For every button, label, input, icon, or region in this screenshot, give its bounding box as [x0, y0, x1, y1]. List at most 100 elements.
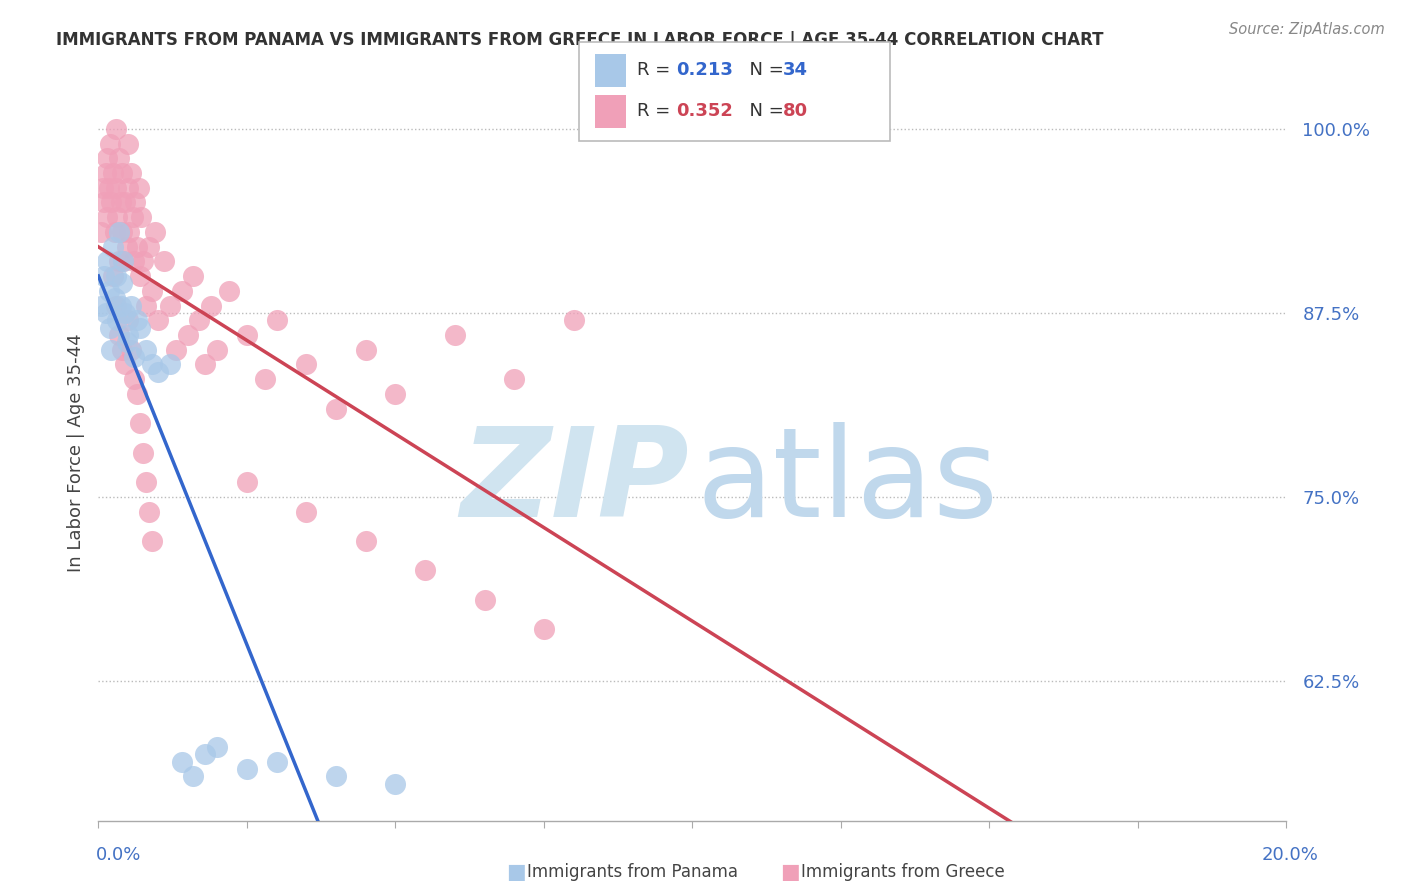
Point	[111, 277, 134, 291]
Point	[110, 298, 132, 313]
Point	[111, 166, 134, 180]
Point	[105, 298, 128, 313]
Point	[170, 755, 193, 769]
Text: Source: ZipAtlas.com: Source: ZipAtlas.com	[1229, 22, 1385, 37]
Text: IMMIGRANTS FROM PANAMA VS IMMIGRANTS FROM GREECE IN LABOR FORCE | AGE 35-44 CORR: IMMIGRANTS FROM PANAMA VS IMMIGRANTS FRO…	[56, 31, 1104, 49]
Point	[107, 211, 129, 225]
Point	[129, 269, 152, 284]
Point	[93, 269, 115, 284]
Text: 34: 34	[783, 62, 808, 79]
Point	[194, 747, 217, 762]
Text: 0.352: 0.352	[676, 103, 733, 120]
Point	[107, 313, 129, 327]
Text: 0.0%: 0.0%	[96, 846, 141, 863]
Point	[413, 564, 436, 578]
Point	[295, 358, 318, 372]
Point	[112, 254, 135, 268]
Point	[236, 762, 259, 776]
Point	[118, 225, 141, 239]
Point	[103, 269, 125, 284]
Point	[138, 239, 160, 253]
Point	[114, 195, 136, 210]
Point	[146, 313, 169, 327]
Point	[266, 313, 288, 327]
Point	[112, 254, 135, 268]
Point	[141, 358, 163, 372]
Point	[266, 755, 288, 769]
Point	[124, 195, 146, 210]
Point	[141, 284, 163, 298]
Text: ■: ■	[780, 863, 800, 882]
Point	[98, 136, 121, 151]
Point	[117, 136, 139, 151]
Point	[108, 327, 131, 342]
Point	[253, 372, 276, 386]
Point	[122, 372, 145, 386]
Text: atlas: atlas	[696, 422, 998, 542]
Point	[444, 327, 467, 342]
Text: ■: ■	[506, 863, 526, 882]
Point	[103, 239, 125, 253]
Point	[100, 195, 122, 210]
Point	[503, 372, 526, 386]
Point	[110, 195, 132, 210]
Point	[98, 320, 121, 334]
Point	[143, 225, 166, 239]
Point	[533, 622, 555, 636]
Point	[120, 298, 142, 313]
Point	[474, 592, 496, 607]
Point	[96, 211, 118, 225]
Point	[132, 446, 155, 460]
Point	[125, 239, 148, 253]
Point	[117, 313, 139, 327]
Point	[115, 335, 138, 350]
Text: 20.0%: 20.0%	[1263, 846, 1319, 863]
Point	[114, 306, 136, 320]
Point	[108, 254, 131, 268]
Point	[105, 122, 128, 136]
Point	[128, 181, 150, 195]
Point	[117, 327, 139, 342]
Point	[96, 254, 118, 268]
Point	[354, 533, 377, 548]
Text: N =: N =	[738, 62, 790, 79]
Point	[94, 306, 117, 320]
Point	[562, 313, 585, 327]
Point	[90, 298, 112, 313]
Text: Immigrants from Panama: Immigrants from Panama	[527, 863, 738, 881]
Point	[152, 254, 174, 268]
Point	[141, 533, 163, 548]
Point	[90, 225, 112, 239]
Point	[183, 269, 205, 284]
Point	[159, 358, 181, 372]
Point	[100, 343, 122, 357]
Point	[98, 181, 121, 195]
Point	[108, 151, 131, 165]
Point	[132, 254, 155, 268]
Point	[129, 416, 152, 430]
Point	[125, 313, 148, 327]
Point	[104, 291, 127, 305]
Point	[105, 269, 128, 284]
Point	[384, 777, 406, 791]
Point	[93, 195, 115, 210]
Point	[325, 769, 347, 784]
Point	[103, 166, 125, 180]
Point	[115, 239, 138, 253]
Point	[135, 475, 157, 489]
Point	[384, 387, 406, 401]
Point	[108, 225, 131, 239]
Point	[129, 211, 152, 225]
Point	[159, 298, 181, 313]
Point	[188, 313, 211, 327]
Point	[236, 327, 259, 342]
Text: R =: R =	[637, 62, 676, 79]
Point	[91, 181, 114, 195]
Point	[194, 358, 217, 372]
Point	[135, 343, 157, 357]
Point	[96, 151, 118, 165]
Y-axis label: In Labor Force | Age 35-44: In Labor Force | Age 35-44	[66, 334, 84, 572]
Point	[207, 739, 229, 754]
Text: N =: N =	[738, 103, 790, 120]
Point	[114, 358, 136, 372]
